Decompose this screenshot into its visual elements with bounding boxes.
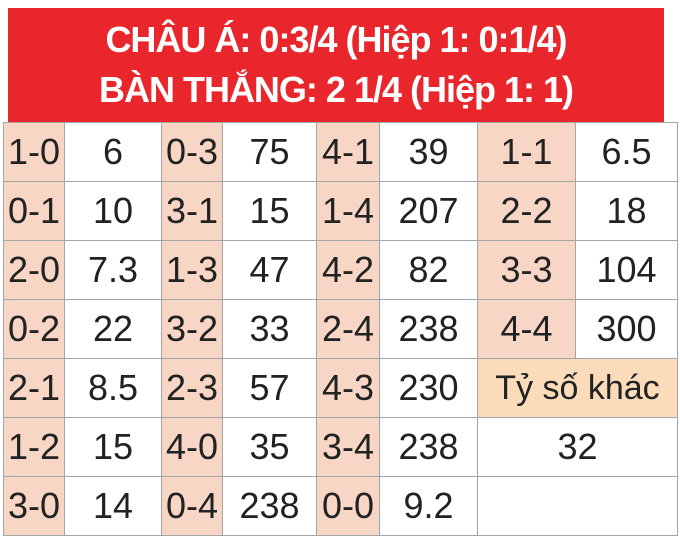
odds-cell: 8.5	[64, 358, 162, 418]
odds-cell: 238	[222, 476, 317, 536]
correct-score-odds-table: 1-0 6 0-3 75 4-1 39 1-1 6.5 0-1 10 3-1 1…	[3, 122, 678, 536]
odds-cell: 82	[379, 240, 478, 300]
odds-cell: 57	[222, 358, 317, 418]
handicap-header: CHÂU Á: 0:3/4 (Hiệp 1: 0:1/4) BÀN THẮNG:…	[8, 8, 664, 122]
table-row: 1-0 6 0-3 75 4-1 39 1-1 6.5	[3, 122, 678, 182]
odds-cell: 15	[64, 417, 162, 477]
odds-cell: 33	[222, 299, 317, 359]
score-cell: 2-3	[161, 358, 223, 418]
odds-cell: 10	[64, 181, 162, 241]
score-cell: 0-3	[161, 122, 223, 182]
score-cell: 2-4	[316, 299, 380, 359]
other-score-odds-cell: 32	[477, 417, 678, 477]
empty-cell	[477, 476, 678, 536]
odds-cell: 47	[222, 240, 317, 300]
table-row: 0-2 22 3-2 33 2-4 238 4-4 300	[3, 299, 678, 359]
table-row: 1-2 15 4-0 35 3-4 238 32	[3, 417, 678, 477]
odds-cell: 9.2	[379, 476, 478, 536]
odds-cell: 14	[64, 476, 162, 536]
score-cell: 4-0	[161, 417, 223, 477]
odds-cell: 104	[575, 240, 678, 300]
score-cell: 3-0	[3, 476, 65, 536]
score-cell: 1-3	[161, 240, 223, 300]
odds-cell: 238	[379, 299, 478, 359]
odds-cell: 39	[379, 122, 478, 182]
odds-cell: 6.5	[575, 122, 678, 182]
score-cell: 4-2	[316, 240, 380, 300]
odds-cell: 207	[379, 181, 478, 241]
score-cell: 1-1	[477, 122, 576, 182]
odds-cell: 15	[222, 181, 317, 241]
score-cell: 4-4	[477, 299, 576, 359]
table-row: 3-0 14 0-4 238 0-0 9.2	[3, 476, 678, 536]
score-cell: 3-2	[161, 299, 223, 359]
odds-cell: 7.3	[64, 240, 162, 300]
odds-cell: 230	[379, 358, 478, 418]
score-cell: 2-1	[3, 358, 65, 418]
score-cell: 4-3	[316, 358, 380, 418]
score-cell: 0-4	[161, 476, 223, 536]
score-cell: 0-0	[316, 476, 380, 536]
odds-cell: 6	[64, 122, 162, 182]
table-row: 2-1 8.5 2-3 57 4-3 230 Tỷ số khác	[3, 358, 678, 418]
score-cell: 1-2	[3, 417, 65, 477]
odds-cell: 35	[222, 417, 317, 477]
other-score-cell: Tỷ số khác	[477, 358, 678, 418]
score-cell: 2-2	[477, 181, 576, 241]
odds-cell: 238	[379, 417, 478, 477]
odds-cell: 22	[64, 299, 162, 359]
table-row: 0-1 10 3-1 15 1-4 207 2-2 18	[3, 181, 678, 241]
score-cell: 0-1	[3, 181, 65, 241]
score-cell: 0-2	[3, 299, 65, 359]
score-cell: 1-0	[3, 122, 65, 182]
odds-cell: 18	[575, 181, 678, 241]
odds-cell: 75	[222, 122, 317, 182]
score-cell: 1-4	[316, 181, 380, 241]
score-cell: 3-3	[477, 240, 576, 300]
score-cell: 4-1	[316, 122, 380, 182]
table-row: 2-0 7.3 1-3 47 4-2 82 3-3 104	[3, 240, 678, 300]
asian-handicap-line: CHÂU Á: 0:3/4 (Hiệp 1: 0:1/4)	[105, 19, 567, 60]
score-cell: 3-4	[316, 417, 380, 477]
score-cell: 2-0	[3, 240, 65, 300]
score-cell: 3-1	[161, 181, 223, 241]
goal-line: BÀN THẮNG: 2 1/4 (Hiệp 1: 1)	[98, 69, 574, 110]
odds-cell: 300	[575, 299, 678, 359]
